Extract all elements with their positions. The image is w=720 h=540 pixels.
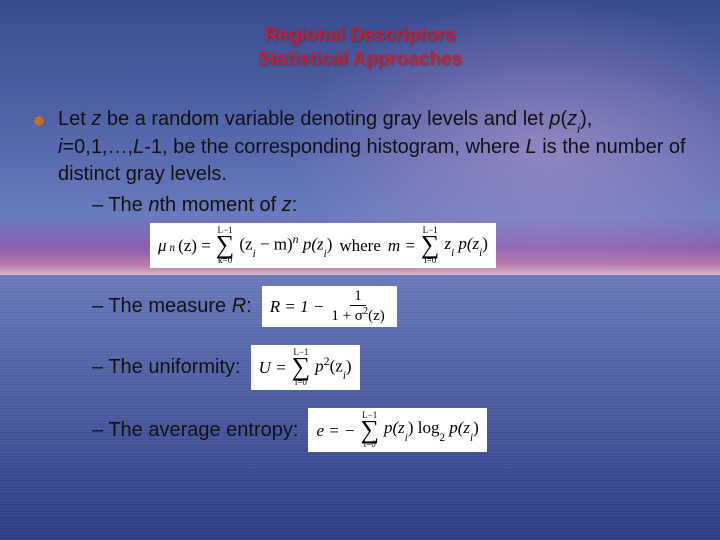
sigma-icon: L−1 ∑ i=0 xyxy=(421,226,440,265)
var-L: L xyxy=(133,136,144,158)
t: =0,1,…, xyxy=(62,136,133,158)
t: 1 + σ xyxy=(331,308,363,324)
t: -1, be the corresponding histogram, wher… xyxy=(144,136,525,158)
u-label: – The uniformity: xyxy=(92,354,241,381)
sub-i: i xyxy=(577,121,580,136)
t: p xyxy=(315,356,324,375)
var-p: p xyxy=(549,108,560,130)
bullet-dot xyxy=(34,116,44,126)
formula-r: R = 1 − 1 1 + σ2(z) xyxy=(262,286,397,327)
t: (z xyxy=(330,356,343,375)
t: : xyxy=(292,194,298,216)
bullet-text: Let z be a random variable denoting gray… xyxy=(58,106,686,189)
moment-label: – The nth moment of z: xyxy=(92,192,297,219)
t: U = xyxy=(259,359,287,376)
where: where xyxy=(339,237,381,254)
t: : xyxy=(246,295,252,317)
sub-uniformity: – The uniformity: U = L−1 ∑ i=0 p2(zi) xyxy=(92,345,686,390)
sub: 2 xyxy=(439,432,445,444)
t: (z) xyxy=(368,308,385,324)
var-R: R xyxy=(232,295,246,317)
sub: i xyxy=(470,432,473,444)
title-line2: Statistical Approaches xyxy=(258,49,462,70)
t: ) xyxy=(473,418,479,437)
sub: i xyxy=(479,247,482,259)
sigma-icon: L−1 ∑ i=0 xyxy=(292,348,311,387)
sigma-icon: L−1 ∑ i=0 xyxy=(360,411,379,450)
sub-moment: – The nth moment of z: xyxy=(92,192,686,219)
fraction: 1 1 + σ2(z) xyxy=(327,289,388,324)
t: p(z xyxy=(384,418,405,437)
bullet-1: Let z be a random variable denoting gray… xyxy=(34,106,686,189)
t: ) xyxy=(346,356,352,375)
formula-u: U = L−1 ∑ i=0 p2(zi) xyxy=(251,345,360,390)
sub: i xyxy=(324,248,327,260)
num: 1 xyxy=(350,289,366,306)
t: ) xyxy=(327,235,333,254)
sub: i xyxy=(451,247,454,259)
title-line1: Regional Descriptors xyxy=(264,25,455,46)
slide-title: Regional Descriptors Statistical Approac… xyxy=(34,24,686,72)
t: th moment of xyxy=(159,194,281,216)
sub: n xyxy=(170,243,176,254)
sub-list: – The nth moment of z: μn (z) = L−1 ∑ k=… xyxy=(34,192,686,452)
t: ) log xyxy=(408,418,440,437)
t: − m) xyxy=(256,235,293,254)
t: m = xyxy=(388,237,416,254)
sub: i xyxy=(253,248,256,260)
sub: i xyxy=(405,432,408,444)
t: e = − xyxy=(316,422,355,439)
t: ) xyxy=(580,108,587,130)
sub-entropy: – The average entropy: e = − L−1 ∑ i=0 p… xyxy=(92,408,686,453)
t: Let xyxy=(58,108,91,130)
t: p(z xyxy=(454,234,479,253)
formula-moment: μn (z) = L−1 ∑ k=0 (zi − m)n p(zi) where… xyxy=(150,223,496,268)
t: p(z xyxy=(299,235,324,254)
t: R = 1 − xyxy=(270,298,325,315)
lim: k=0 xyxy=(218,256,232,265)
r-label: – The measure R: xyxy=(92,293,252,320)
var-L2: L xyxy=(526,136,537,158)
sub-measure-r: – The measure R: R = 1 − 1 1 + σ2(z) xyxy=(92,286,686,327)
t: (z) = xyxy=(178,237,211,254)
t: p(z xyxy=(445,418,470,437)
e-label: – The average entropy: xyxy=(92,417,298,444)
moment-formula-wrap: μn (z) = L−1 ∑ k=0 (zi − m)n p(zi) where… xyxy=(150,223,686,268)
t: – The xyxy=(92,194,148,216)
sigma-icon: L−1 ∑ k=0 xyxy=(216,226,235,265)
lim: i=0 xyxy=(364,440,376,449)
var-zi: z xyxy=(567,108,577,130)
t: be a random variable denoting gray level… xyxy=(101,108,549,130)
sub: i xyxy=(343,370,346,382)
t: – The measure xyxy=(92,295,232,317)
slide-content: Regional Descriptors Statistical Approac… xyxy=(0,0,720,540)
var-z: z xyxy=(282,194,292,216)
t: (z xyxy=(239,235,252,254)
lim: i=0 xyxy=(424,256,436,265)
formula-e: e = − L−1 ∑ i=0 p(zi) log2 p(zi) xyxy=(308,408,486,453)
var-n: n xyxy=(148,194,159,216)
var-z: z xyxy=(91,108,101,130)
mu: μ xyxy=(158,237,167,254)
t: ) xyxy=(482,234,488,253)
lim: i=0 xyxy=(295,378,307,387)
t: , xyxy=(587,108,593,130)
